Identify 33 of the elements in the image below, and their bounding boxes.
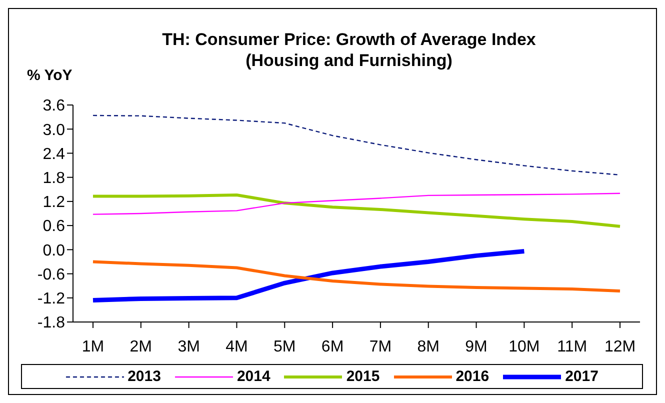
- legend-label: 2017: [565, 368, 598, 385]
- x-tick-label: 7M: [369, 338, 392, 356]
- y-tick-label: 3.0: [42, 122, 66, 139]
- x-tick-label: 12M: [604, 338, 636, 356]
- y-tick-label: -1.8: [37, 314, 66, 332]
- x-tick-label: 3M: [178, 338, 200, 356]
- y-tick-label: -1.2: [37, 290, 66, 308]
- x-tick-label: 5M: [274, 338, 296, 356]
- x-tick-label: 1M: [82, 338, 104, 356]
- x-tick-label: 10M: [508, 338, 540, 356]
- legend-label: 2016: [456, 368, 490, 385]
- y-tick-label: 1.8: [42, 170, 66, 188]
- x-tick-label: 11M: [557, 338, 588, 356]
- y-tick-label: 0.6: [42, 218, 66, 236]
- y-tick-label: 2.4: [42, 146, 66, 163]
- line-series: [90, 249, 526, 303]
- y-tick-label: 3.6: [42, 98, 66, 115]
- line-series: [92, 192, 621, 215]
- x-tick-label: 9M: [465, 338, 488, 356]
- legend-label: 2013: [128, 368, 161, 385]
- y-tick-label: 0.0: [42, 242, 66, 260]
- x-tick-label: 4M: [226, 338, 248, 356]
- legend-label: 2014: [236, 368, 270, 385]
- x-tick-label: 8M: [417, 338, 440, 356]
- line-series: [92, 194, 622, 228]
- line-series: [92, 260, 622, 293]
- y-axis-title: % YoY: [27, 67, 72, 84]
- x-tick-label: 6M: [321, 338, 344, 356]
- legend-label: 2015: [346, 368, 380, 385]
- y-tick-label: 1.2: [42, 194, 66, 212]
- y-tick-label: -0.6: [37, 266, 66, 284]
- chart-title: TH: Consumer Price: Growth of Average Index (Housing and Furnishing): [162, 30, 536, 70]
- x-tick-label: 2M: [130, 338, 152, 356]
